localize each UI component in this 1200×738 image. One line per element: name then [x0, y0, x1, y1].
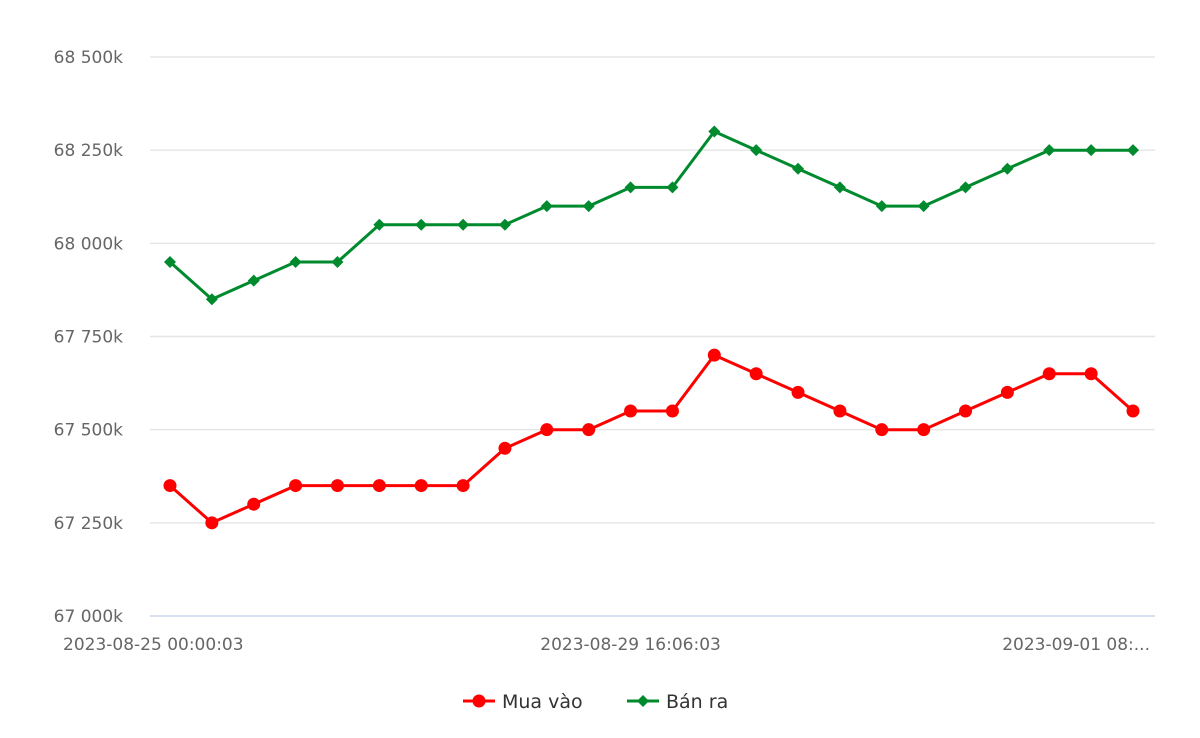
legend-item-ban-ra[interactable]: Bán ra	[627, 691, 728, 713]
data-point[interactable]	[792, 162, 805, 175]
data-point[interactable]	[624, 404, 638, 418]
y-axis-tick-labels: 67 000k 67 250k 67 500k 67 750k 68 000k 68 25…	[54, 48, 123, 627]
data-point[interactable]	[373, 218, 386, 231]
data-point[interactable]	[1001, 162, 1014, 175]
series-ban-ra	[164, 125, 1139, 306]
data-point[interactable]	[582, 423, 596, 437]
data-point[interactable]	[1084, 367, 1098, 381]
data-point[interactable]	[833, 181, 846, 194]
y-tick-label: 67 750k	[54, 328, 123, 348]
data-point[interactable]	[1085, 144, 1098, 157]
data-point[interactable]	[540, 423, 554, 437]
legend-item-mua-vao[interactable]: Mua vào	[463, 691, 583, 713]
data-point[interactable]	[582, 200, 595, 213]
y-tick-label: 68 500k	[54, 48, 123, 68]
data-point[interactable]	[1000, 385, 1014, 399]
data-point[interactable]	[665, 404, 679, 418]
data-point[interactable]	[791, 385, 805, 399]
data-point[interactable]	[959, 404, 973, 418]
data-point[interactable]	[624, 181, 637, 194]
y-tick-label: 68 000k	[54, 234, 123, 254]
data-point[interactable]	[372, 479, 386, 493]
legend-label: Bán ra	[666, 691, 728, 713]
legend-marker	[472, 694, 486, 708]
series-line	[169, 353, 1134, 525]
data-point[interactable]	[331, 255, 344, 268]
data-point[interactable]	[247, 274, 260, 287]
legend-label: Mua vào	[502, 691, 583, 713]
data-point[interactable]	[917, 423, 931, 437]
data-point[interactable]	[666, 181, 679, 194]
series-line	[169, 130, 1133, 301]
x-tick-label: 2023-08-25 00:00:03	[63, 635, 244, 655]
data-point[interactable]	[498, 441, 512, 455]
data-point[interactable]	[205, 293, 218, 306]
data-point[interactable]	[330, 479, 344, 493]
data-point[interactable]	[540, 200, 553, 213]
data-point[interactable]	[750, 144, 763, 157]
data-point[interactable]	[875, 200, 888, 213]
data-point[interactable]	[498, 218, 511, 231]
data-point[interactable]	[415, 218, 428, 231]
data-point[interactable]	[1042, 367, 1056, 381]
data-point[interactable]	[833, 404, 847, 418]
series-mua-vao	[163, 348, 1140, 530]
y-tick-label: 67 250k	[54, 514, 123, 534]
data-point[interactable]	[414, 479, 428, 493]
data-point[interactable]	[205, 516, 219, 530]
grid-lines	[150, 56, 1155, 524]
x-tick-label: 2023-08-29 16:06:03	[540, 635, 721, 655]
data-point[interactable]	[289, 255, 302, 268]
data-point[interactable]	[959, 181, 972, 194]
data-point[interactable]	[457, 218, 470, 231]
series-layer	[163, 125, 1140, 530]
data-point[interactable]	[164, 255, 176, 268]
data-point[interactable]	[1043, 144, 1056, 157]
data-point[interactable]	[708, 125, 721, 138]
data-point[interactable]	[875, 423, 889, 437]
data-point[interactable]	[1126, 404, 1140, 418]
y-tick-label: 67 500k	[54, 421, 123, 441]
data-point[interactable]	[707, 348, 721, 362]
data-point[interactable]	[917, 200, 930, 213]
data-point[interactable]	[1127, 144, 1139, 157]
data-point[interactable]	[456, 479, 470, 493]
data-point[interactable]	[247, 497, 261, 511]
data-point[interactable]	[289, 479, 303, 493]
y-tick-label: 68 250k	[54, 141, 123, 161]
x-axis-tick-labels: 2023-08-25 00:00:03 2023-08-29 16:06:03 20…	[63, 635, 1150, 655]
data-point[interactable]	[163, 479, 177, 493]
x-tick-label: 2023-09-01 08:...	[1002, 635, 1150, 655]
legend[interactable]: Mua vào Bán ra	[463, 691, 728, 713]
data-point[interactable]	[749, 367, 763, 381]
y-tick-label: 67 000k	[54, 607, 123, 627]
legend-marker	[637, 695, 649, 707]
